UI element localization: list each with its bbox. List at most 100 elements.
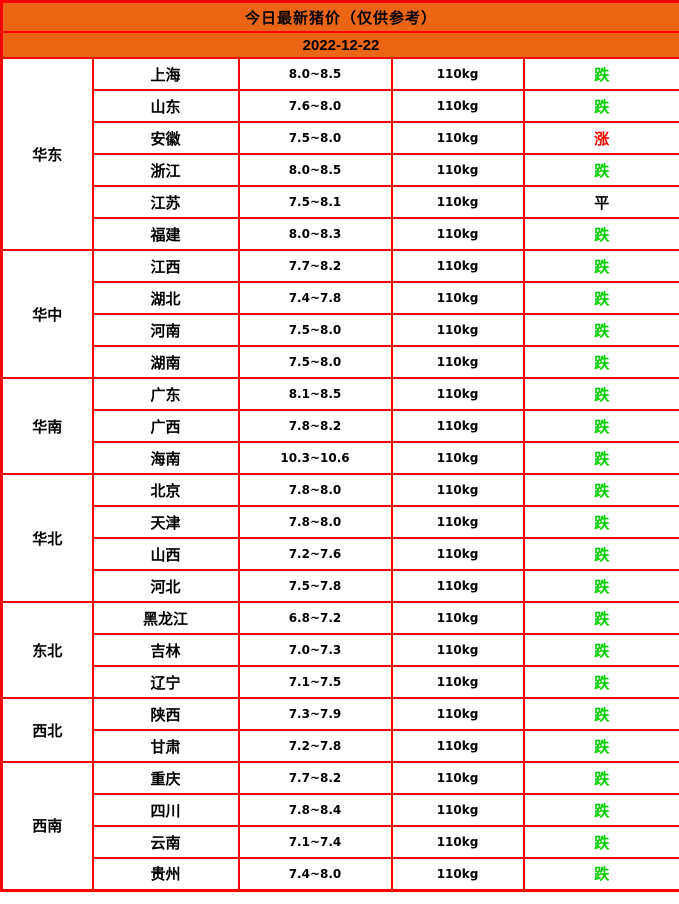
table-row: 华北 北京 7.8~8.0 110kg 跌 [0,473,679,603]
price-cell: 7.6~8.0 [237,89,393,123]
price-cell: 7.7~8.2 [237,761,393,795]
trend-cell: 跌 [522,729,679,763]
price-cell: 7.5~8.0 [237,313,393,347]
price-cell: 7.8~8.4 [237,793,393,827]
price-cell: 7.0~7.3 [237,633,393,667]
province-cell: 甘肃 [91,729,240,763]
price-cell: 7.8~8.0 [237,473,393,507]
price-cell: 7.4~7.8 [237,281,393,315]
weight-cell: 110kg [390,729,525,763]
weight-cell: 110kg [390,121,525,155]
trend-cell: 跌 [522,633,679,667]
province-cell: 北京 [91,473,240,507]
province-cell: 湖南 [91,345,240,379]
weight-cell: 110kg [390,793,525,827]
province-cell: 天津 [91,505,240,539]
table-row: 辽宁 7.1~7.5 110kg 跌 [2,665,679,699]
trend-cell: 跌 [522,761,679,795]
table-row: 华南 广东 8.1~8.5 110kg 跌 [0,377,679,475]
trend-cell: 平 [522,185,679,219]
price-cell: 6.8~7.2 [237,601,393,635]
table-row: 海南 10.3~10.6 110kg 跌 [2,441,679,475]
province-cell: 辽宁 [91,665,240,699]
trend-cell: 跌 [522,473,679,507]
weight-cell: 110kg [390,441,525,475]
trend-cell: 跌 [522,153,679,187]
date-label: 2022-12-22 [0,31,679,59]
weight-cell: 110kg [390,281,525,315]
province-cell: 四川 [91,793,240,827]
date-row: 2022-12-22 [0,31,679,59]
province-cell: 陕西 [91,697,240,731]
table-row: 山东 7.6~8.0 110kg 跌 [2,89,679,123]
weight-cell: 110kg [390,569,525,603]
region-cell: 华中 [0,249,94,379]
trend-cell: 跌 [522,281,679,315]
trend-cell: 跌 [522,537,679,571]
province-cell: 贵州 [91,857,240,891]
province-cell: 江苏 [91,185,240,219]
province-cell: 河南 [91,313,240,347]
weight-cell: 110kg [390,601,525,635]
table-row: 西北 陕西 7.3~7.9 110kg 跌 [0,697,679,763]
province-cell: 广东 [91,377,240,411]
price-cell: 8.1~8.5 [237,377,393,411]
table-row: 吉林 7.0~7.3 110kg 跌 [2,633,679,667]
weight-cell: 110kg [390,89,525,123]
trend-cell: 跌 [522,857,679,891]
province-cell: 广西 [91,409,240,443]
trend-cell: 跌 [522,345,679,379]
province-cell: 黑龙江 [91,601,240,635]
trend-cell: 跌 [522,569,679,603]
province-cell: 山东 [91,89,240,123]
trend-cell: 跌 [522,409,679,443]
weight-cell: 110kg [390,249,525,283]
price-cell: 7.5~8.0 [237,345,393,379]
trend-cell: 跌 [522,697,679,731]
weight-cell: 110kg [390,185,525,219]
trend-cell: 跌 [522,793,679,827]
price-cell: 7.2~7.8 [237,729,393,763]
weight-cell: 110kg [390,825,525,859]
table-row: 福建 8.0~8.3 110kg 跌 [2,217,679,251]
table-row: 甘肃 7.2~7.8 110kg 跌 [2,729,679,763]
weight-cell: 110kg [390,377,525,411]
province-cell: 浙江 [91,153,240,187]
table-row: 华中 江西 7.7~8.2 110kg 跌 [0,249,679,379]
price-cell: 8.0~8.5 [237,57,393,91]
table-row: 湖南 7.5~8.0 110kg 跌 [2,345,679,379]
price-cell: 7.8~8.0 [237,505,393,539]
price-cell: 7.3~7.9 [237,697,393,731]
region-cell: 华东 [0,57,94,251]
table-row: 四川 7.8~8.4 110kg 跌 [2,793,679,827]
trend-cell: 跌 [522,313,679,347]
price-cell: 7.5~8.1 [237,185,393,219]
price-cell: 7.4~8.0 [237,857,393,891]
province-cell: 重庆 [91,761,240,795]
trend-cell: 跌 [522,89,679,123]
trend-cell: 跌 [522,505,679,539]
price-cell: 8.0~8.5 [237,153,393,187]
weight-cell: 110kg [390,857,525,891]
table-row: 华东 上海 8.0~8.5 110kg 跌 [0,57,679,251]
price-cell: 10.3~10.6 [237,441,393,475]
price-cell: 7.1~7.4 [237,825,393,859]
trend-cell: 跌 [522,441,679,475]
weight-cell: 110kg [390,633,525,667]
weight-cell: 110kg [390,409,525,443]
price-cell: 7.8~8.2 [237,409,393,443]
region-cell: 东北 [0,601,94,699]
price-cell: 7.1~7.5 [237,665,393,699]
price-table-body: 华东 上海 8.0~8.5 110kg 跌山东 7.6~8.0 110kg 跌安徽 7.5~8.… [0,57,679,891]
table-row: 河南 7.5~8.0 110kg 跌 [2,313,679,347]
province-cell: 吉林 [91,633,240,667]
table-row: 湖北 7.4~7.8 110kg 跌 [2,281,679,315]
weight-cell: 110kg [390,217,525,251]
table-row: 江苏 7.5~8.1 110kg 平 [2,185,679,219]
trend-cell: 跌 [522,217,679,251]
weight-cell: 110kg [390,57,525,91]
table-row: 山西 7.2~7.6 110kg 跌 [2,537,679,571]
table-row: 广西 7.8~8.2 110kg 跌 [2,409,679,443]
